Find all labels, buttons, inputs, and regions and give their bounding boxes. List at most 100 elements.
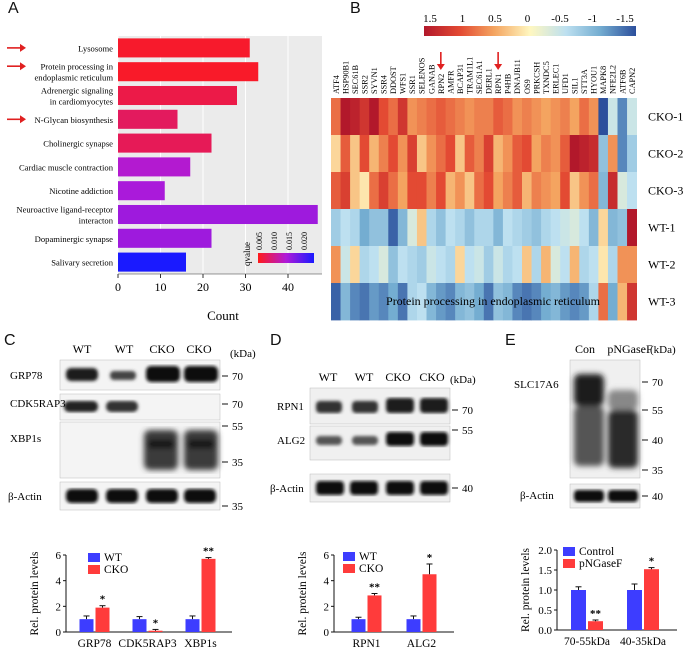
bar-nicotine-addiction	[118, 181, 165, 201]
y-tick-label: 0	[56, 627, 62, 639]
category-label: XBP1s	[184, 638, 217, 648]
heatmap-cell	[550, 98, 561, 136]
heatmap-cell	[455, 283, 466, 321]
gene-label: ATF6B	[618, 69, 627, 94]
y-axis-label: Rel. protein levels	[520, 547, 532, 632]
x-tick-label: 20	[197, 280, 209, 294]
heatmap-cell	[579, 209, 590, 247]
heatmap-cell	[579, 135, 590, 173]
blot-label: XBP1s	[10, 433, 41, 445]
category-label: Cholinergic synapse	[43, 139, 113, 149]
category-label: Salivary secretion	[51, 258, 114, 268]
gene-label: SSR1	[408, 75, 417, 94]
gene-label: HSP90B1	[341, 61, 350, 94]
category-label: Dopaminergic synapse	[35, 234, 114, 244]
heatmap-cell	[388, 209, 399, 247]
heatmap-cell	[512, 98, 523, 136]
gene-label: SSR2	[360, 75, 369, 94]
lane-label: WT	[319, 370, 338, 384]
y-tick-label: 6	[324, 550, 330, 562]
heatmap-cell	[474, 172, 485, 210]
heatmap-cell	[397, 246, 408, 284]
legend-label: Control	[579, 546, 614, 558]
bar-n-glycan-biosynthesis	[118, 109, 178, 129]
heatmap-cell	[445, 172, 456, 210]
heatmap-cell	[331, 246, 341, 284]
heatmap-cell	[598, 172, 609, 210]
heatmap-cell	[493, 172, 504, 210]
significance-mark: **	[369, 582, 381, 594]
heatmap-cell	[541, 172, 552, 210]
heatmap-cell	[627, 246, 637, 284]
significance-mark: *	[427, 552, 433, 564]
panel-e-bar-chart: 0.0 0.5 1.0 1.5 2.0 Rel. protein levels ** 70-5…	[520, 545, 677, 648]
heatmap-cell	[445, 135, 456, 173]
heatmap-cell	[569, 98, 580, 136]
gene-label: ATF4	[332, 74, 341, 94]
heatmap-cell	[579, 172, 590, 210]
qvalue-title: qvalue	[242, 242, 252, 266]
size-marker: 55	[462, 425, 474, 437]
heatmap-cell	[541, 135, 552, 173]
y-tick-label: 2	[324, 601, 330, 613]
heatmap-cell	[512, 135, 523, 173]
colorbar-tick: -1.5	[616, 13, 634, 25]
heatmap-cell	[474, 98, 485, 136]
heatmap-cell	[340, 172, 351, 210]
heatmap-cell	[617, 135, 628, 173]
heatmap-cell	[378, 172, 389, 210]
heatmap-cell	[331, 98, 341, 136]
row-label: WT-3	[648, 295, 676, 309]
row-label: CKO-1	[648, 110, 683, 124]
heatmap-cell	[407, 209, 418, 247]
bar-lysosome	[118, 38, 250, 58]
red-arrowhead-icon	[494, 64, 503, 70]
legend-swatch-cko	[343, 564, 355, 573]
gene-label: P4HB	[504, 73, 513, 94]
significance-mark: **	[590, 608, 602, 620]
category-label: Cardiac muscle contraction	[19, 162, 114, 172]
kda-label: (kDa)	[230, 348, 256, 360]
gene-label: DERL1	[485, 68, 494, 94]
kda-label: (kDa)	[650, 344, 676, 356]
size-marker: 40	[652, 435, 664, 447]
heatmap-cell	[531, 98, 542, 136]
heatmap-cell	[436, 135, 446, 173]
heatmap-cell	[493, 98, 504, 136]
blot-label: RPN1	[277, 401, 304, 413]
gene-label: OS9	[523, 79, 532, 94]
heatmap-cell	[407, 246, 418, 284]
bar-cardiac-muscle-contraction	[118, 157, 191, 177]
heatmap-cell	[560, 172, 571, 210]
heatmap-cell	[464, 246, 475, 284]
heatmap-cell	[541, 283, 552, 321]
heatmap-cell	[607, 209, 618, 247]
heatmap-cell	[512, 209, 523, 247]
heatmap-cell	[502, 98, 513, 136]
heatmap-cell	[426, 172, 437, 210]
category-label: Protein processing in	[40, 62, 113, 72]
gene-label: ERLEC1	[551, 64, 560, 94]
bar-pngasef	[588, 621, 603, 630]
heatmap-cell	[474, 209, 485, 247]
y-tick-label: 4	[56, 576, 62, 588]
legend-swatch-control	[563, 547, 575, 556]
bar-cko	[95, 607, 110, 632]
legend-swatch-cko	[88, 565, 100, 574]
heatmap-cell	[397, 135, 408, 173]
size-marker: 70	[462, 405, 474, 417]
heatmap-cell	[340, 135, 351, 173]
bar-cholinergic-synapse	[118, 133, 212, 153]
heatmap-cell	[340, 209, 351, 247]
heatmap-cell	[560, 135, 571, 173]
colorbar-tick: -1	[588, 13, 597, 25]
heatmap-cell	[531, 172, 542, 210]
size-marker: 55	[232, 421, 244, 433]
bar-wt	[406, 619, 421, 632]
lane-label: CKO	[186, 342, 212, 356]
row-label: CKO-3	[648, 184, 683, 198]
heatmap-cell	[455, 246, 466, 284]
heatmap-cell	[588, 135, 599, 173]
red-arrowhead-icon	[20, 115, 26, 124]
heatmap-cell	[512, 283, 523, 321]
